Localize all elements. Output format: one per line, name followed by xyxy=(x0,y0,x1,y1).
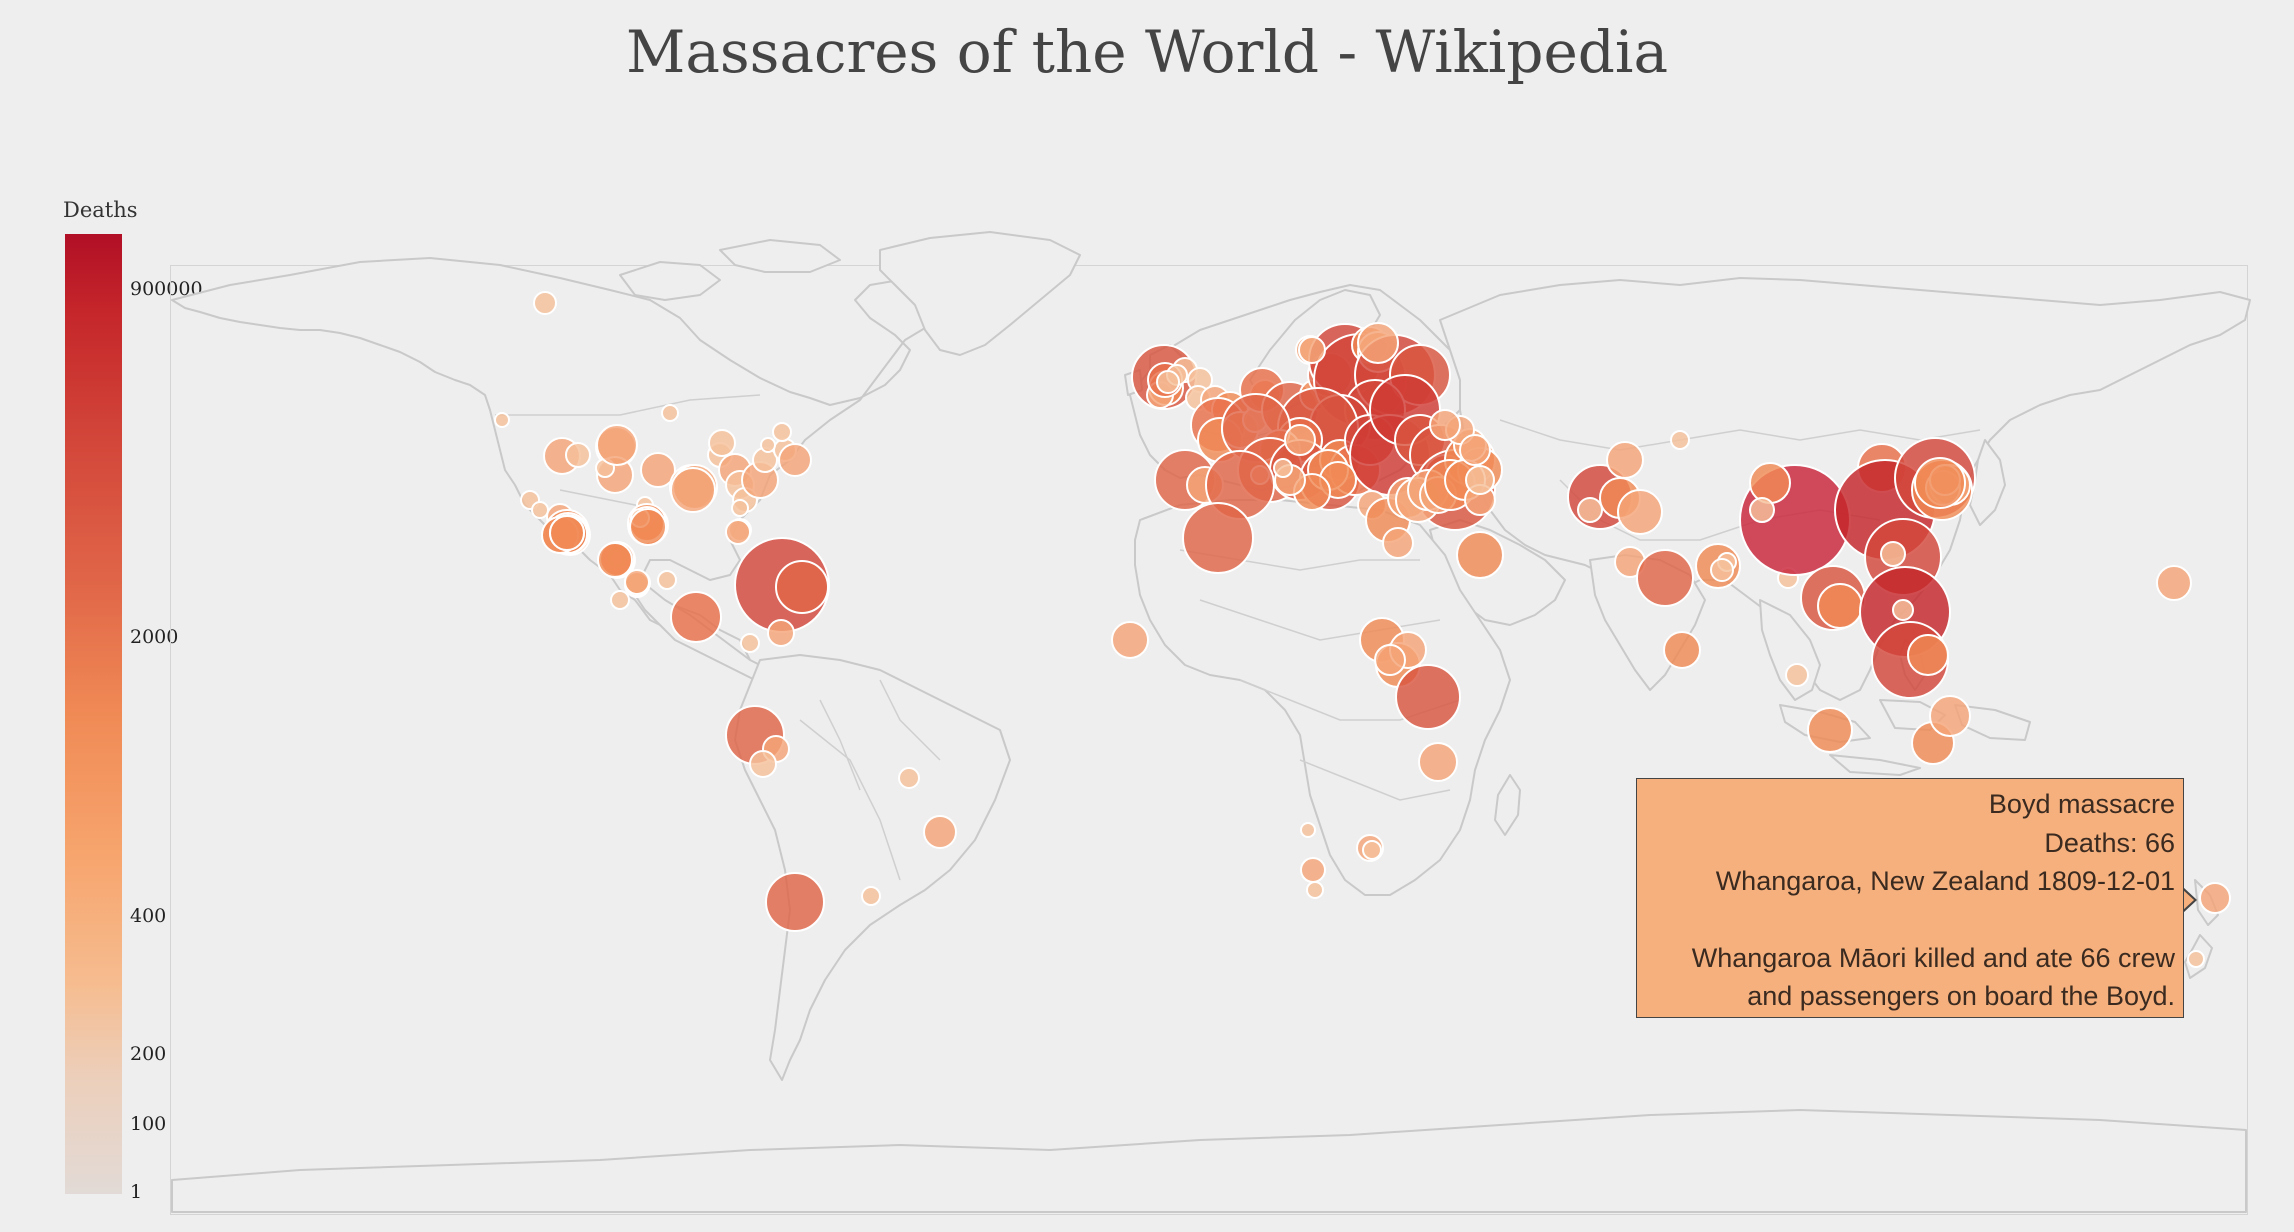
massacre-bubble[interactable] xyxy=(1577,497,1603,523)
massacre-bubble[interactable] xyxy=(1300,857,1326,883)
tooltip-deaths: Deaths: 66 xyxy=(2044,827,2175,858)
massacre-bubble[interactable] xyxy=(629,508,667,546)
greenland-landmass xyxy=(879,231,1081,356)
legend-tick-400: 400 xyxy=(130,905,167,927)
tooltip-place-date: Whangaroa, New Zealand 1809-12-01 xyxy=(1715,866,2175,896)
massacre-bubble[interactable] xyxy=(670,467,716,513)
massacre-bubble[interactable] xyxy=(670,591,722,643)
page-title: Massacres of the World - Wikipedia xyxy=(625,18,1669,86)
massacre-bubble[interactable] xyxy=(657,570,677,590)
massacre-bubble[interactable] xyxy=(531,501,549,519)
massacre-bubble[interactable] xyxy=(1418,742,1458,782)
madagascar-island xyxy=(1494,774,1521,836)
legend-tick-200: 200 xyxy=(130,1043,167,1065)
legend-tick-2000: 2000 xyxy=(130,626,179,648)
massacre-bubble[interactable] xyxy=(1807,707,1853,753)
massacre-bubble[interactable] xyxy=(1300,822,1316,838)
hover-tooltip: Boyd massacre Deaths: 66 Whangaroa, New … xyxy=(1636,778,2184,1018)
massacre-bubble[interactable] xyxy=(596,424,638,466)
massacre-bubble[interactable] xyxy=(2156,565,2192,601)
massacre-bubble[interactable] xyxy=(1298,336,1326,364)
massacre-bubble[interactable] xyxy=(661,404,679,422)
legend-color-bar xyxy=(65,234,122,1194)
massacre-bubble[interactable] xyxy=(1670,430,1690,450)
massacre-bubble[interactable] xyxy=(1663,631,1701,669)
tooltip-arrow-fill xyxy=(2182,889,2194,911)
massacre-bubble[interactable] xyxy=(1929,695,1971,737)
legend-tick-1: 1 xyxy=(130,1181,143,1203)
massacre-bubble[interactable] xyxy=(1880,541,1906,567)
massacre-bubble[interactable] xyxy=(1785,663,1809,687)
massacre-bubble[interactable] xyxy=(1914,457,1966,509)
tooltip-description-line-2: and passengers on board the Boyd. xyxy=(1747,981,2175,1011)
massacre-bubble[interactable] xyxy=(765,872,825,932)
massacre-bubble[interactable] xyxy=(1606,441,1644,479)
arctic-islands xyxy=(619,239,841,301)
massacre-bubble[interactable] xyxy=(2199,882,2231,914)
massacre-bubble[interactable] xyxy=(1306,881,1324,899)
massacre-bubble[interactable] xyxy=(708,429,736,457)
massacre-bubble[interactable] xyxy=(898,767,920,789)
massacre-bubble[interactable] xyxy=(1892,599,1914,621)
massacre-bubble[interactable] xyxy=(923,815,957,849)
south-america-landmass xyxy=(734,654,1011,1081)
massacre-bubble[interactable] xyxy=(1817,583,1863,629)
massacre-bubble[interactable] xyxy=(1617,489,1663,535)
massacre-bubble[interactable] xyxy=(597,542,633,578)
antarctica-landmass xyxy=(171,1109,2247,1213)
massacre-bubble[interactable] xyxy=(1459,434,1491,466)
map-frame xyxy=(170,265,2248,1215)
massacre-bubble[interactable] xyxy=(1749,462,1791,504)
massacre-bubble[interactable] xyxy=(1395,664,1461,730)
massacre-bubble[interactable] xyxy=(1636,549,1694,607)
massacre-bubble[interactable] xyxy=(1429,409,1461,441)
massacre-bubble[interactable] xyxy=(640,452,676,488)
massacre-bubble[interactable] xyxy=(1374,644,1406,676)
massacre-bubble[interactable] xyxy=(1357,322,1399,364)
japan-landmass xyxy=(1969,439,2006,526)
legend-tick-100: 100 xyxy=(130,1113,167,1135)
massacre-bubble[interactable] xyxy=(1273,458,1293,478)
massacre-bubble[interactable] xyxy=(1907,634,1949,676)
massacre-bubble[interactable] xyxy=(861,886,881,906)
massacre-bubble[interactable] xyxy=(1456,531,1504,579)
massacre-bubble[interactable] xyxy=(1710,558,1734,582)
tooltip-spacer xyxy=(1645,901,2175,939)
massacre-bubble[interactable] xyxy=(1362,840,1382,860)
massacre-bubble[interactable] xyxy=(610,590,630,610)
legend-title: Deaths xyxy=(63,198,138,222)
massacre-bubble[interactable] xyxy=(1382,527,1414,559)
massacre-bubble[interactable] xyxy=(1156,370,1180,394)
tooltip-name: Boyd massacre xyxy=(1988,789,2175,819)
massacre-bubble[interactable] xyxy=(1111,621,1149,659)
massacre-bubble[interactable] xyxy=(740,633,760,653)
massacre-bubble[interactable] xyxy=(565,442,591,468)
massacre-bubble[interactable] xyxy=(767,619,795,647)
tooltip-description-line-1: Whangaroa Māori killed and ate 66 crew xyxy=(1691,942,2175,973)
color-legend: Deaths 900000 2000 400 200 100 1 xyxy=(55,198,215,1203)
massacre-bubble[interactable] xyxy=(775,560,829,614)
massacre-bubble[interactable] xyxy=(1465,465,1495,495)
massacre-bubble[interactable] xyxy=(549,515,585,551)
massacre-bubble[interactable] xyxy=(749,750,777,778)
legend-tick-900000: 900000 xyxy=(130,278,203,300)
massacre-bubble[interactable] xyxy=(772,422,792,442)
massacre-bubble[interactable] xyxy=(731,499,749,517)
massacre-bubble[interactable] xyxy=(2187,950,2205,968)
massacre-bubble[interactable] xyxy=(624,569,650,595)
massacre-bubble[interactable] xyxy=(533,291,557,315)
massacre-bubble[interactable] xyxy=(760,437,776,453)
massacre-bubble[interactable] xyxy=(1182,502,1254,574)
massacre-bubble[interactable] xyxy=(494,412,510,428)
massacre-bubble[interactable] xyxy=(1749,497,1775,523)
massacre-bubble[interactable] xyxy=(778,443,812,477)
massacre-bubble[interactable] xyxy=(1284,424,1316,456)
massacre-bubbles[interactable] xyxy=(494,291,2231,968)
massacre-bubble[interactable] xyxy=(725,519,751,545)
